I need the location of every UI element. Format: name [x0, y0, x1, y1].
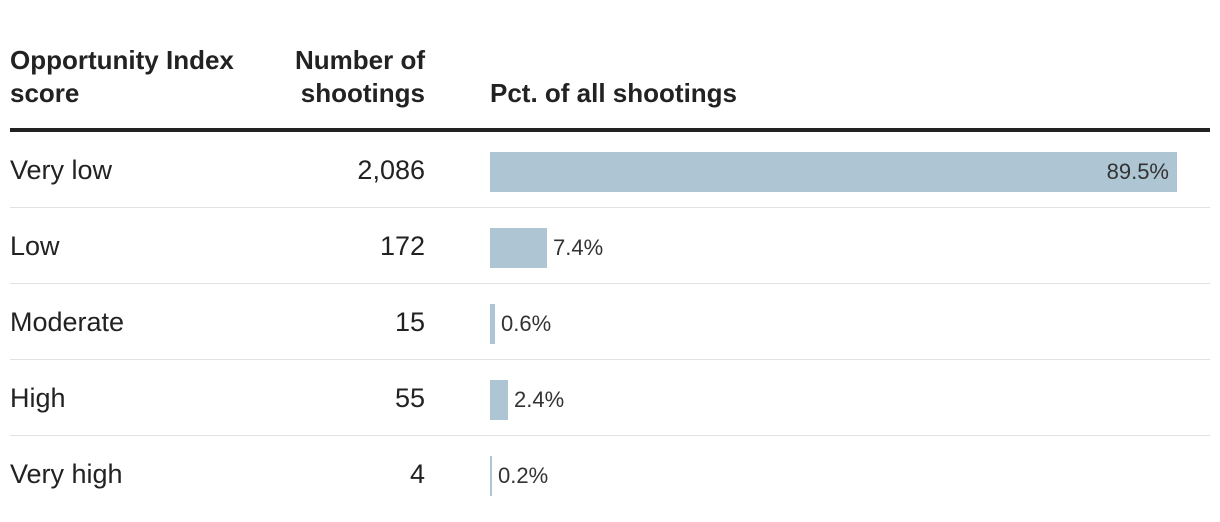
- table-row: High 55 2.4%: [10, 360, 1210, 436]
- bar: [490, 152, 1177, 192]
- pct-label: 2.4%: [514, 387, 565, 412]
- bar-area: 0.2%: [490, 456, 1210, 496]
- row-count: 4: [409, 459, 425, 489]
- row-count: 55: [394, 383, 425, 413]
- header-number-of-shootings: Number of shootings: [295, 45, 425, 108]
- row-label: High: [10, 383, 66, 413]
- table-row: Very low 2,086 89.5%: [10, 132, 1210, 208]
- bar-area: 2.4%: [490, 380, 1210, 420]
- pct-label: 89.5%: [1106, 159, 1169, 184]
- table-header: Opportunity Index score Number of shooti…: [10, 0, 1210, 132]
- bar-area: 89.5%: [490, 152, 1210, 192]
- row-count: 15: [394, 307, 425, 337]
- bar: [490, 228, 547, 268]
- row-label: Moderate: [10, 307, 125, 337]
- pct-label: 7.4%: [553, 235, 604, 260]
- header-pct-of-all-shootings: Pct. of all shootings: [490, 78, 738, 108]
- row-label: Very low: [10, 155, 113, 185]
- bar-area: 0.6%: [490, 304, 1210, 344]
- bar: [490, 304, 495, 344]
- pct-label: 0.2%: [498, 463, 549, 488]
- row-count: 2,086: [357, 155, 425, 185]
- bar: [490, 380, 508, 420]
- row-count: 172: [379, 231, 425, 261]
- row-label: Low: [10, 231, 60, 261]
- header-opportunity-index-score: Opportunity Index score: [10, 45, 234, 108]
- shootings-table: Opportunity Index score Number of shooti…: [10, 0, 1210, 511]
- row-label: Very high: [10, 459, 123, 489]
- table-row: Low 172 7.4%: [10, 208, 1210, 284]
- table-row: Moderate 15 0.6%: [10, 284, 1210, 360]
- table-row: Very high 4 0.2%: [10, 436, 1210, 511]
- bar-area: 7.4%: [490, 228, 1210, 268]
- pct-label: 0.6%: [501, 311, 552, 336]
- bar: [490, 456, 492, 496]
